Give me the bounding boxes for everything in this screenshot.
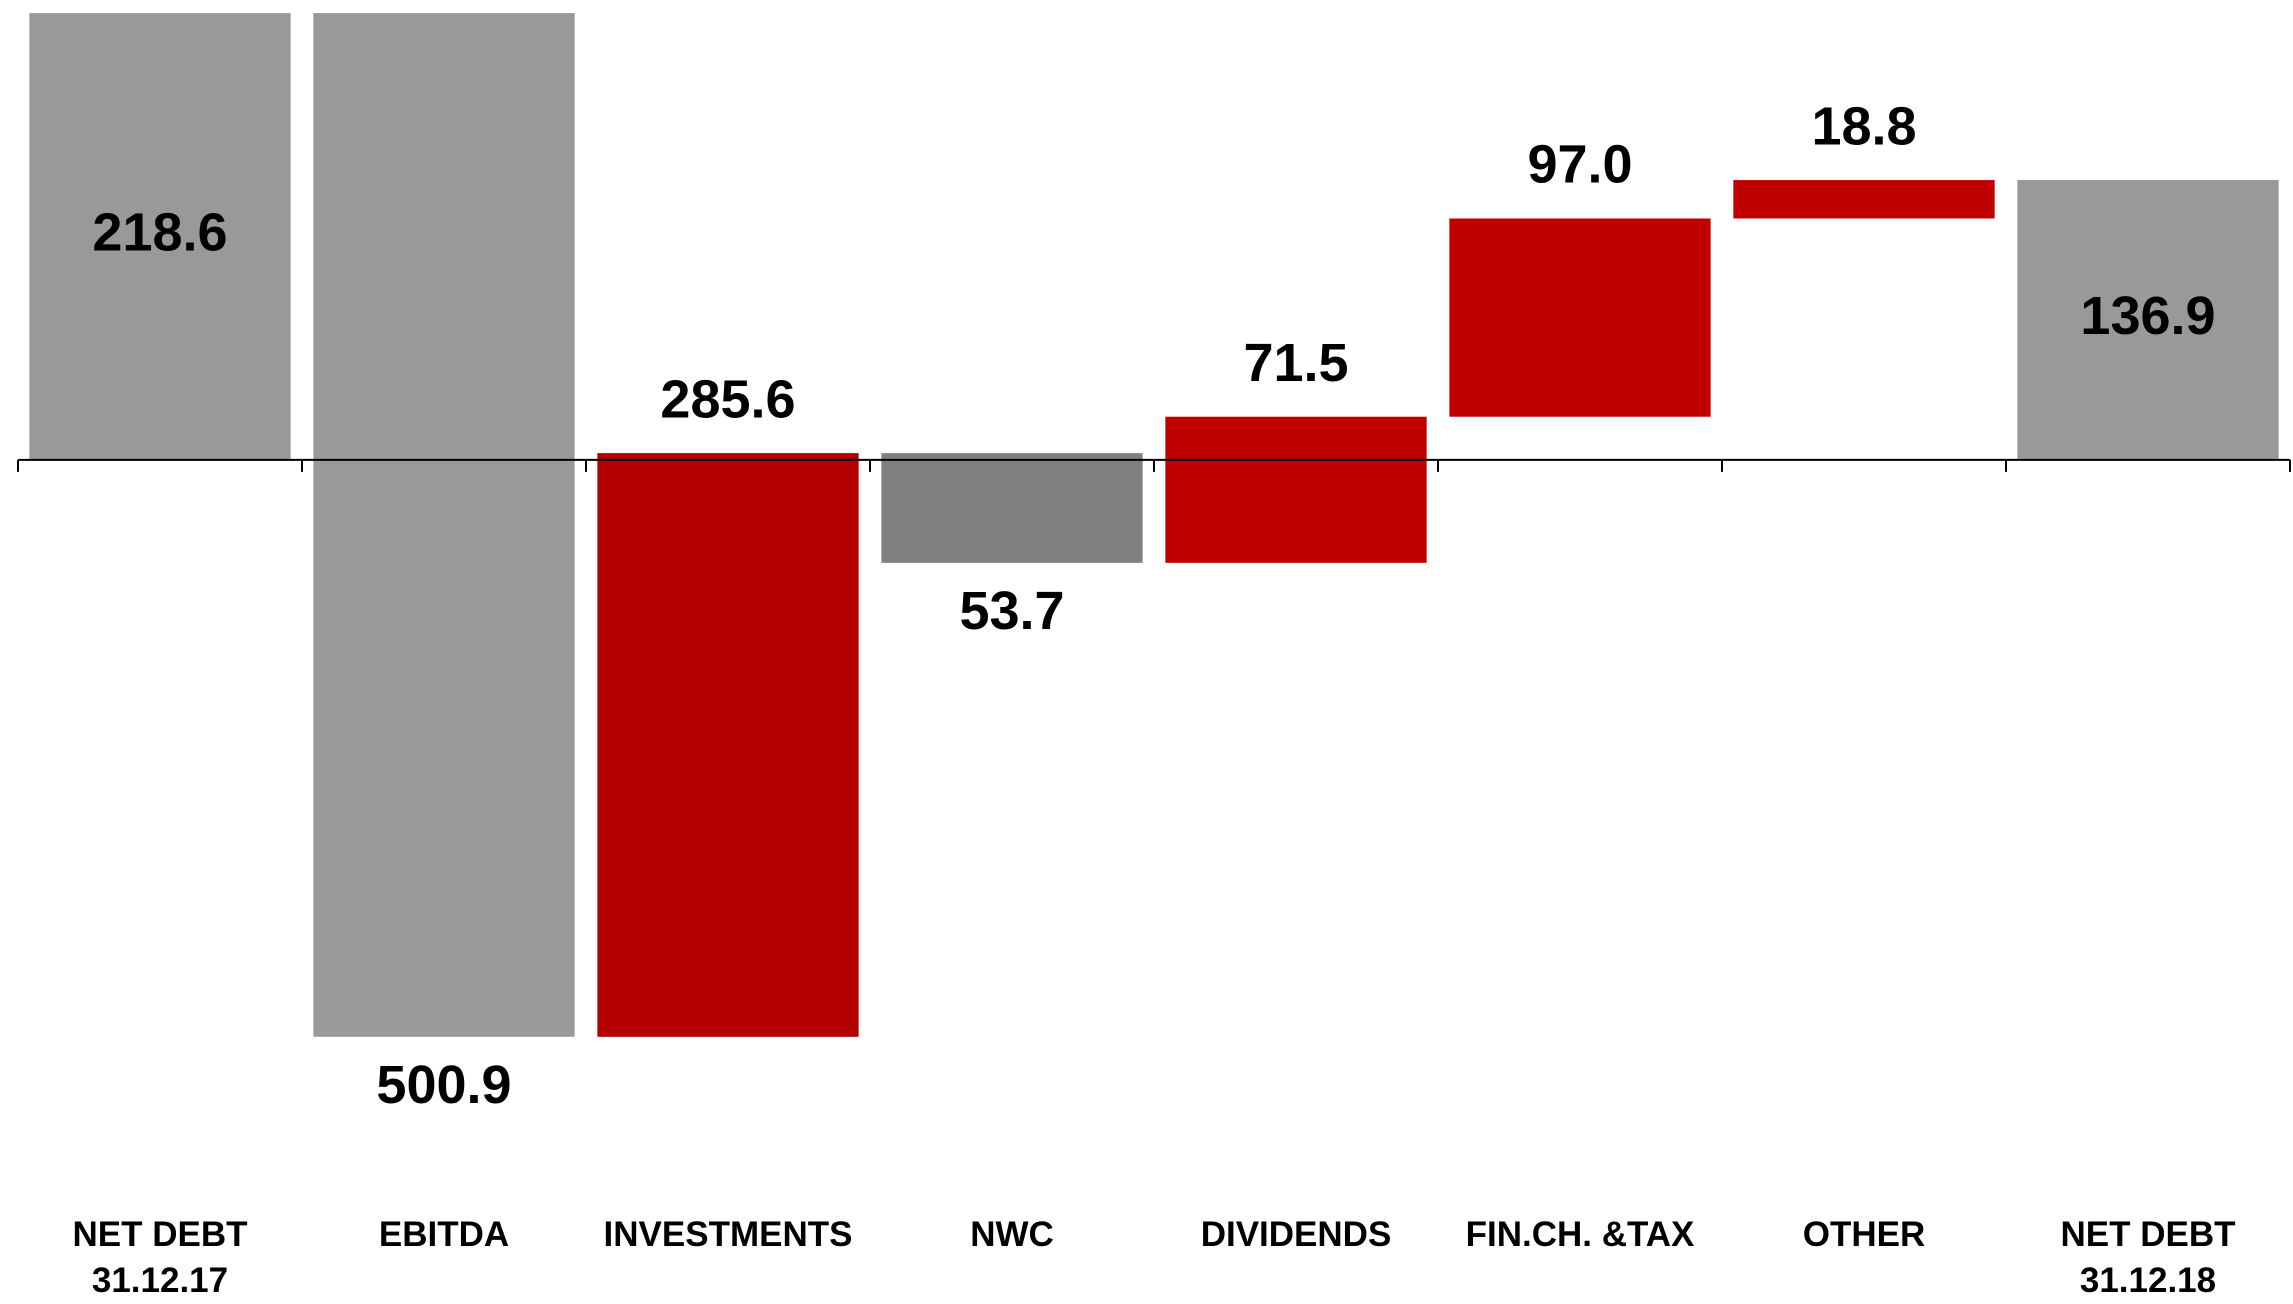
value-label: 71.5 bbox=[1243, 333, 1348, 393]
bar bbox=[597, 453, 859, 1037]
value-label: 136.9 bbox=[2080, 286, 2215, 346]
value-label: 500.9 bbox=[376, 1055, 511, 1115]
value-label: 285.6 bbox=[660, 369, 795, 429]
bar bbox=[2017, 180, 2279, 460]
category-label: FIN.CH. &TAX bbox=[1465, 1215, 1695, 1254]
bar bbox=[29, 13, 291, 460]
value-label: 53.7 bbox=[959, 581, 1064, 641]
value-label: 97.0 bbox=[1527, 135, 1632, 195]
category-label: INVESTMENTS bbox=[603, 1215, 853, 1254]
bar bbox=[1165, 416, 1427, 563]
category-label: OTHER bbox=[1802, 1215, 1926, 1254]
category-label: EBITDA bbox=[378, 1215, 510, 1254]
category-label: DIVIDENDS bbox=[1200, 1215, 1392, 1254]
bar bbox=[881, 453, 1143, 563]
category-label: NET DEBT 31.12.17 bbox=[72, 1215, 248, 1300]
value-label: 218.6 bbox=[92, 203, 227, 263]
value-label: 18.8 bbox=[1811, 96, 1916, 156]
category-label: NWC bbox=[970, 1215, 1054, 1254]
bar bbox=[313, 13, 575, 1037]
bar bbox=[1733, 180, 1995, 219]
category-label: NET DEBT 31.12.18 bbox=[2060, 1215, 2236, 1300]
bar bbox=[1449, 218, 1711, 417]
